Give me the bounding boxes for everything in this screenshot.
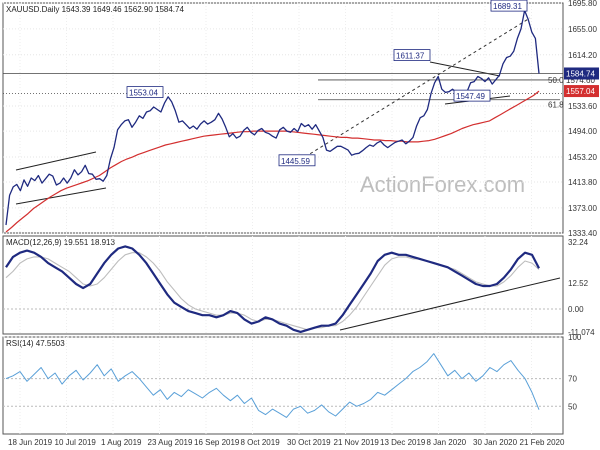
x-tick-label: 13 Dec 2019 [380, 438, 426, 447]
series-lines [5, 9, 540, 418]
ma-value-tag: 1557.04 [566, 87, 595, 96]
macd-panel [2, 235, 564, 335]
fib-label: 50.0 [548, 76, 564, 85]
macd-line [5, 245, 540, 333]
price-y-tick: 1413.80 [568, 178, 597, 187]
last-price-tag-bg [564, 67, 599, 80]
x-tick-label: 8 Oct 2019 [241, 438, 281, 447]
price-annotation-box [453, 89, 491, 102]
macd-y-tick: 32.24 [568, 238, 589, 247]
price-annotation-box [490, 0, 528, 12]
price-annotation-label: 1611.37 [396, 52, 425, 61]
price-y-tick: 1614.20 [568, 51, 597, 60]
price-annotation-box [393, 49, 431, 61]
x-tick-label: 1 Aug 2019 [101, 438, 142, 447]
fib-label: 61.8 [548, 101, 564, 110]
x-tick-label: 23 Aug 2019 [148, 438, 193, 447]
price-y-tick: 1494.00 [568, 127, 597, 136]
x-tick-label: 30 Jan 2020 [473, 438, 518, 447]
price-y-tick: 1333.40 [568, 229, 597, 238]
channel-line [15, 151, 97, 171]
macd-y-tick: 12.52 [568, 279, 589, 288]
channel-line [15, 187, 107, 205]
ma-value-tag-bg [564, 85, 599, 98]
price-annotation-label: 1547.49 [456, 92, 485, 101]
x-tick-label: 16 Sep 2019 [194, 438, 240, 447]
price-annotation-box [126, 86, 164, 99]
rsi-y-tick: 100 [568, 333, 582, 342]
price-y-tick: 1695.80 [568, 0, 597, 8]
drawn-trendlines [3, 17, 563, 331]
annotation-labels: 1553.04 1611.37 1689.31 1547.49 1445.59 50.0 6… [126, 0, 599, 167]
price-annotation-label: 1689.31 [493, 2, 522, 11]
fib-label: 1574.60 [566, 76, 595, 85]
x-tick-label: 21 Nov 2019 [334, 438, 380, 447]
price-y-tick: 1373.00 [568, 204, 597, 213]
price-y-tick: 1453.20 [568, 153, 597, 162]
price-header: XAUUSD.Daily 1643.39 1649.46 1562.90 158… [6, 5, 184, 14]
rsi-panel [2, 336, 564, 435]
price-line [5, 9, 540, 226]
rsi-y-tick: 70 [568, 375, 577, 384]
price-annotation-box [278, 154, 316, 167]
x-tick-label: 30 Oct 2019 [287, 438, 331, 447]
x-tick-label: 18 Jun 2019 [8, 438, 53, 447]
macd-y-tick: -11.074 [568, 328, 595, 337]
x-tick-label: 10 Jul 2019 [55, 438, 97, 447]
x-tick-label: 21 Feb 2020 [520, 438, 565, 447]
price-annotation-label: 1553.04 [129, 89, 158, 98]
rsi-header: RSI(14) 47.5503 [6, 339, 65, 348]
macd-header: MACD(12,26,9) 19.551 18.913 [6, 238, 116, 247]
grid-lines [3, 2, 563, 434]
rsi-y-tick: 50 [568, 402, 577, 411]
rsi-line [5, 353, 540, 418]
x-tick-label: 8 Jan 2020 [427, 438, 467, 447]
axis-ticks: 18 Jun 2019 10 Jul 2019 1 Aug 2019 23 Aug 2… [8, 0, 597, 447]
price-y-tick: 1655.00 [568, 25, 597, 34]
price-annotation-label: 1445.59 [281, 157, 310, 166]
watermark: ActionForex.com [360, 172, 525, 197]
price-y-tick: 1533.60 [568, 102, 597, 111]
last-price-tag: 1584.74 [566, 69, 595, 78]
price-panel [2, 2, 564, 234]
macd-y-tick: 0.00 [568, 305, 584, 314]
macd-trendline [339, 277, 561, 331]
